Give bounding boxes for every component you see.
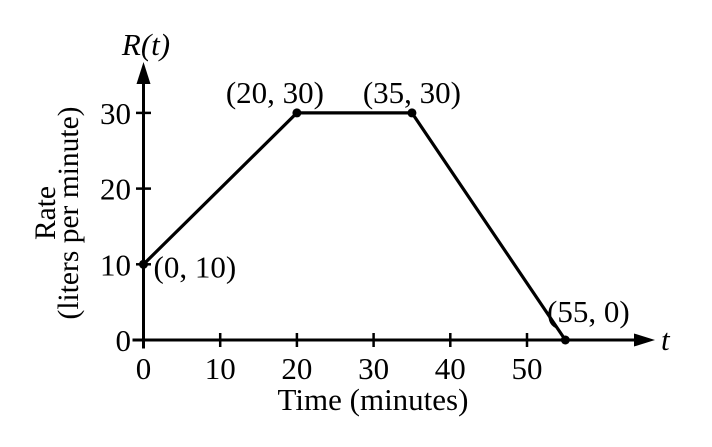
y-axis-variable-label: R(t)	[121, 27, 170, 62]
y-axis-title-line2: (liters per minute)	[53, 107, 85, 320]
point-label: (0, 10)	[154, 249, 237, 284]
chart-generated-content: 0 10 20 30 40 50 0 10 20 30 (0, 10) (20, 30) (35, 30…	[100, 62, 655, 386]
y-tick-label: 10	[100, 247, 131, 282]
x-tick-label: 30	[358, 351, 389, 386]
x-axis-title: Time (minutes)	[278, 382, 469, 417]
y-tick-label: 20	[100, 172, 131, 207]
y-axis-arrowhead	[136, 62, 151, 84]
x-tick-label: 0	[136, 351, 152, 386]
x-tick-label: 40	[435, 351, 466, 386]
x-tick-label: 10	[205, 351, 236, 386]
data-point-dot	[292, 108, 302, 118]
x-tick-label: 20	[281, 351, 312, 386]
data-point-dot	[560, 335, 570, 345]
y-tick-label: 30	[100, 96, 131, 131]
y-axis-title-line1: Rate	[30, 186, 62, 240]
x-axis-variable-label: t	[661, 322, 671, 357]
x-tick-label: 50	[512, 351, 543, 386]
point-label: (35, 30)	[363, 75, 461, 110]
point-label: (20, 30)	[226, 75, 324, 110]
rate-polyline	[142, 111, 567, 341]
y-tick-label: 0	[116, 323, 132, 358]
point-label: (55, 0)	[547, 294, 630, 329]
x-axis-arrowhead	[634, 333, 655, 347]
data-point-dot	[407, 108, 417, 118]
data-point-dot	[139, 259, 148, 269]
